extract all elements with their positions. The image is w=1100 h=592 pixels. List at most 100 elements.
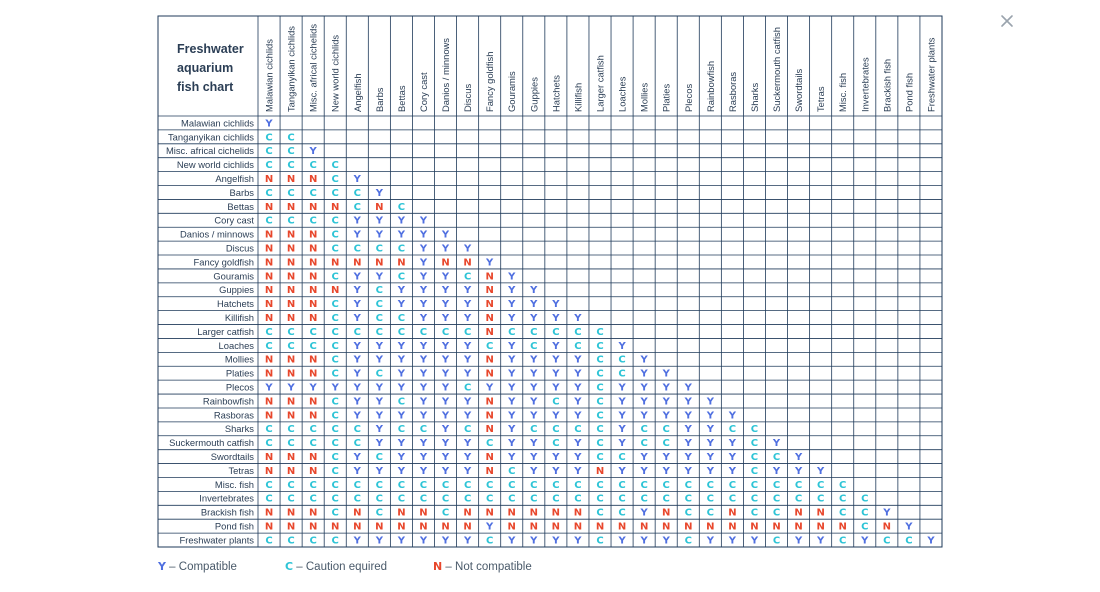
cell-value: Y [640, 508, 649, 519]
cell-value: N [287, 313, 295, 324]
cell-value: Y [463, 285, 472, 296]
cell-value: C [707, 494, 714, 505]
cell-value: C [265, 494, 272, 505]
cell-value: Y [617, 410, 626, 421]
cell-value: Y [684, 466, 693, 477]
cell-value: C [817, 480, 824, 491]
cell-value: N [530, 508, 538, 519]
cell-value: Y [397, 341, 406, 352]
cell-value: Y [507, 355, 516, 366]
cell-value: N [508, 522, 516, 533]
close-button[interactable] [996, 10, 1018, 32]
cell-value: Y [375, 188, 384, 199]
cell-value: Y [419, 257, 428, 268]
cell-value: Y [507, 452, 516, 463]
cell-value: Y [353, 355, 362, 366]
cell-value: C [265, 146, 272, 157]
cell-value: Y [551, 383, 560, 394]
cell-value: Y [706, 466, 715, 477]
column-header: Brackish fish [881, 59, 892, 112]
cell-value: N [574, 508, 582, 519]
cell-value: C [751, 424, 758, 435]
cell-value: Y [441, 313, 450, 324]
cell-value: N [640, 522, 648, 533]
cell-value: C [508, 494, 515, 505]
cell-value: Y [353, 466, 362, 477]
cell-value: Y [662, 452, 671, 463]
column-header: Suckermouth catfish [771, 27, 782, 112]
legend-label: – Compatible [169, 561, 237, 573]
cell-value: Y [463, 341, 472, 352]
cell-value: C [530, 424, 537, 435]
cell-value: C [596, 369, 603, 380]
cell-value: C [287, 327, 294, 338]
row-label: Cory cast [214, 215, 254, 226]
cell-value: C [332, 188, 339, 199]
cell-value: Y [816, 535, 825, 546]
row-label: Sharks [225, 423, 254, 434]
cell-value: C [574, 424, 581, 435]
row-label: Swordtails [211, 451, 255, 462]
cell-value: C [398, 313, 405, 324]
cell-value: N [331, 522, 339, 533]
row-label: Plecos [226, 382, 254, 393]
cell-value: C [309, 438, 316, 449]
row-label: Misc. africal cichelids [166, 145, 254, 156]
cell-value: Y [397, 285, 406, 296]
cell-value: N [287, 396, 295, 407]
column-header: Hatchets [550, 75, 561, 112]
cell-value: C [420, 480, 427, 491]
column-header: Rasboras [727, 72, 738, 112]
cell-value: N [485, 466, 493, 477]
cell-value: Y [419, 355, 428, 366]
cell-value: Y [794, 452, 803, 463]
cell-value: Y [529, 355, 538, 366]
cell-value: Y [441, 341, 450, 352]
cell-value: C [552, 396, 559, 407]
row-label: Rainbowfish [203, 395, 254, 406]
row-label: Tetras [228, 465, 254, 476]
cell-value: Y [375, 230, 384, 241]
cell-value: C [332, 160, 339, 171]
legend-label: – Caution equired [296, 561, 388, 573]
cell-value: N [265, 313, 273, 324]
chart-title-line: fish chart [177, 80, 234, 94]
cell-value: Y [264, 383, 273, 394]
cell-value: Y [419, 396, 428, 407]
cell-value: C [751, 438, 758, 449]
cell-value: Y [441, 355, 450, 366]
cell-value: Y [573, 452, 582, 463]
cell-value: C [596, 438, 603, 449]
legend-compatible: Y – Compatible [158, 560, 237, 573]
cell-value: C [464, 424, 471, 435]
cell-value: N [309, 174, 317, 185]
cell-value: N [287, 230, 295, 241]
cell-value: C [265, 188, 272, 199]
cell-value: Y [728, 535, 737, 546]
cell-value: Y [353, 383, 362, 394]
cell-value: Y [441, 285, 450, 296]
legend-caution: C – Caution equired [285, 560, 387, 573]
cell-value: C [773, 508, 780, 519]
cell-value: C [265, 438, 272, 449]
cell-value: C [618, 355, 625, 366]
row-label: Hatchets [217, 298, 254, 309]
cell-value: C [376, 369, 383, 380]
cell-value: C [287, 494, 294, 505]
cell-value: C [332, 271, 339, 282]
cell-value: Y [353, 216, 362, 227]
cell-value: C [552, 327, 559, 338]
cell-value: C [486, 480, 493, 491]
cell-value: C [332, 452, 339, 463]
cell-value: N [287, 355, 295, 366]
cell-value: C [464, 480, 471, 491]
cell-value: C [640, 438, 647, 449]
row-label: New world cichlids [177, 159, 254, 170]
cell-value: C [309, 494, 316, 505]
cell-value: C [376, 494, 383, 505]
cell-value: Y [684, 383, 693, 394]
cell-value: C [354, 202, 361, 213]
cell-value: N [485, 285, 493, 296]
cell-value: Y [375, 535, 384, 546]
cell-value: N [816, 522, 824, 533]
